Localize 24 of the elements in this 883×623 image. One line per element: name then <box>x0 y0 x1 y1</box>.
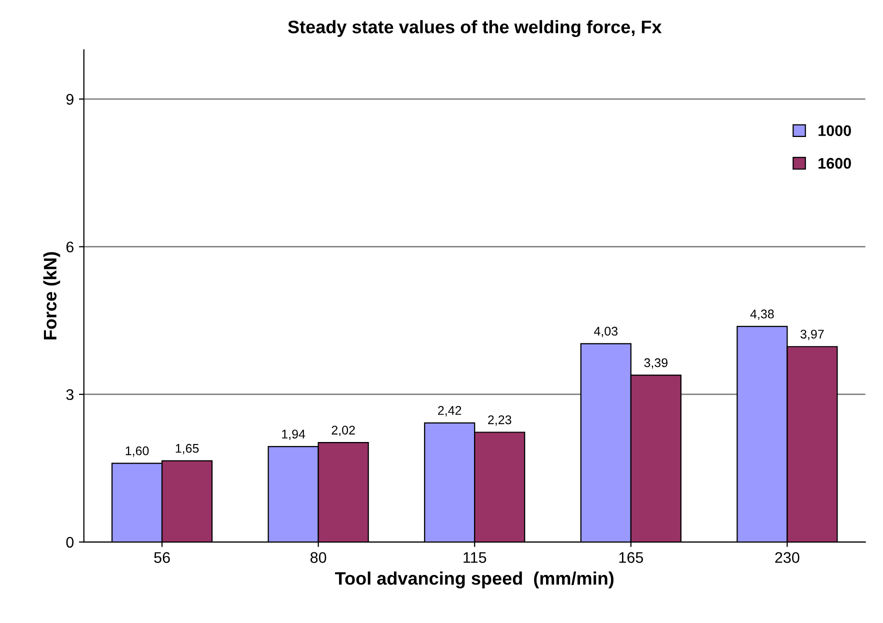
y-tick-label: 3 <box>66 389 74 400</box>
x-tick-label: 115 <box>464 552 486 563</box>
data-label: 3,39 <box>644 358 668 369</box>
data-label: 1,60 <box>126 446 149 457</box>
chart-title: Steady state values of the welding force, Fx <box>288 20 662 37</box>
data-label: 4,03 <box>594 326 618 338</box>
x-tick-label: 80 <box>310 552 326 563</box>
data-label: 1,94 <box>282 430 306 440</box>
data-label: 3,97 <box>800 330 824 340</box>
legend-label: 1000 <box>818 125 851 136</box>
x-tick-label: 165 <box>619 552 644 563</box>
data-label: 2,02 <box>332 426 355 436</box>
y-tick-label: 0 <box>66 536 74 548</box>
data-label: 4,38 <box>750 310 774 320</box>
data-label: 2,42 <box>438 406 462 416</box>
y-axis-title: Force (kN) <box>43 252 60 340</box>
y-tick-label: 9 <box>66 94 74 105</box>
y-tick-label: 6 <box>66 242 74 252</box>
x-axis-title: Tool advancing speed (mm/min) <box>335 572 614 588</box>
x-tick-label: 230 <box>775 552 800 563</box>
legend-label: 1600 <box>818 158 851 169</box>
data-label: 1,65 <box>176 444 199 454</box>
x-tick-label: 56 <box>154 552 170 563</box>
data-label: 2,23 <box>488 415 512 426</box>
